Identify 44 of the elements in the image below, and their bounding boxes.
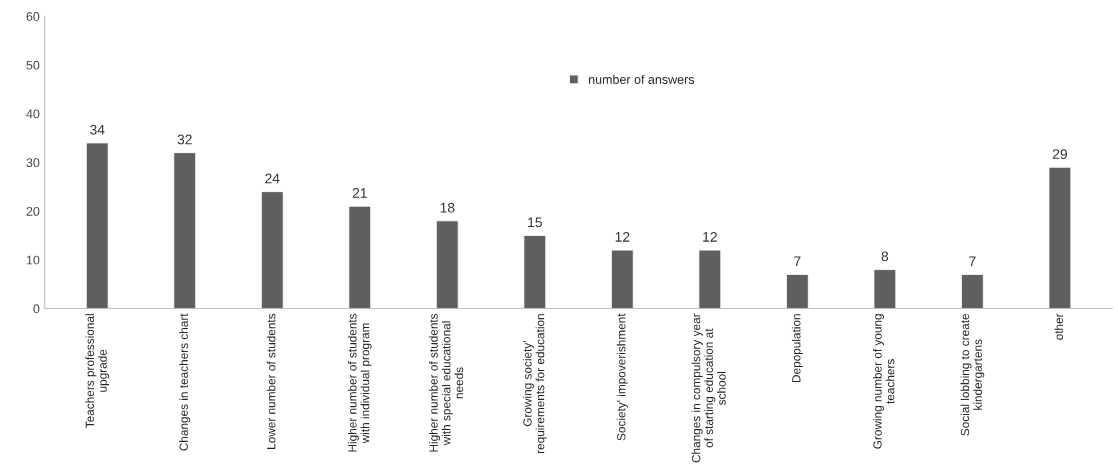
data-label: 18 [440,202,455,213]
data-label: 34 [90,124,105,135]
data-label: 12 [615,231,630,242]
y-tick-label: 60 [26,12,40,21]
data-label: 8 [881,251,889,262]
x-tick-label: Changes in teachers chart [179,313,191,451]
data-label: 32 [177,134,192,145]
bar [698,249,722,309]
bar [260,191,284,309]
y-tick-label: 10 [26,255,40,265]
y-tick-label: 30 [26,158,40,168]
data-label: 29 [1052,149,1067,159]
bar [610,249,634,309]
data-label: 12 [703,231,717,242]
y-tick-label: 20 [26,206,40,216]
x-tick-label: Teachers professional upgrade [85,314,110,428]
data-label: 7 [969,256,976,267]
bar [435,220,459,309]
x-tick-label: Depopulation [791,314,803,383]
x-tick-label: Growing society' requirements for education [522,314,547,454]
bar [348,205,372,309]
y-tick-label: 40 [26,109,40,119]
x-tick-label: Higher number of students with special educational needs [429,313,464,452]
x-tick-label: Social lobbing to create kindergartens [960,313,985,436]
data-label: 24 [265,173,280,184]
data-label: 7 [794,256,801,267]
bar [173,152,197,309]
bar [785,274,809,309]
x-tick-label: Lower number of students [266,313,276,449]
x-tick-label: Society' impoverishment [616,313,628,441]
bar [85,142,109,309]
bar [961,274,984,309]
data-label: 21 [352,188,367,198]
bar [1048,166,1072,309]
y-tick-label: 0 [33,304,40,314]
x-tick-label: Changes in compulsory year of starting education at school [691,313,726,463]
data-label: 15 [528,217,542,228]
x-tick-label: other [1054,313,1064,340]
legend-label: number of answers [589,74,695,84]
bar [523,235,547,309]
bar [873,269,897,309]
x-tick-label: Higher number of students with individual program [347,313,372,452]
x-tick-label: Growing number of young teachers [873,314,895,449]
y-tick-label: 50 [26,60,40,70]
